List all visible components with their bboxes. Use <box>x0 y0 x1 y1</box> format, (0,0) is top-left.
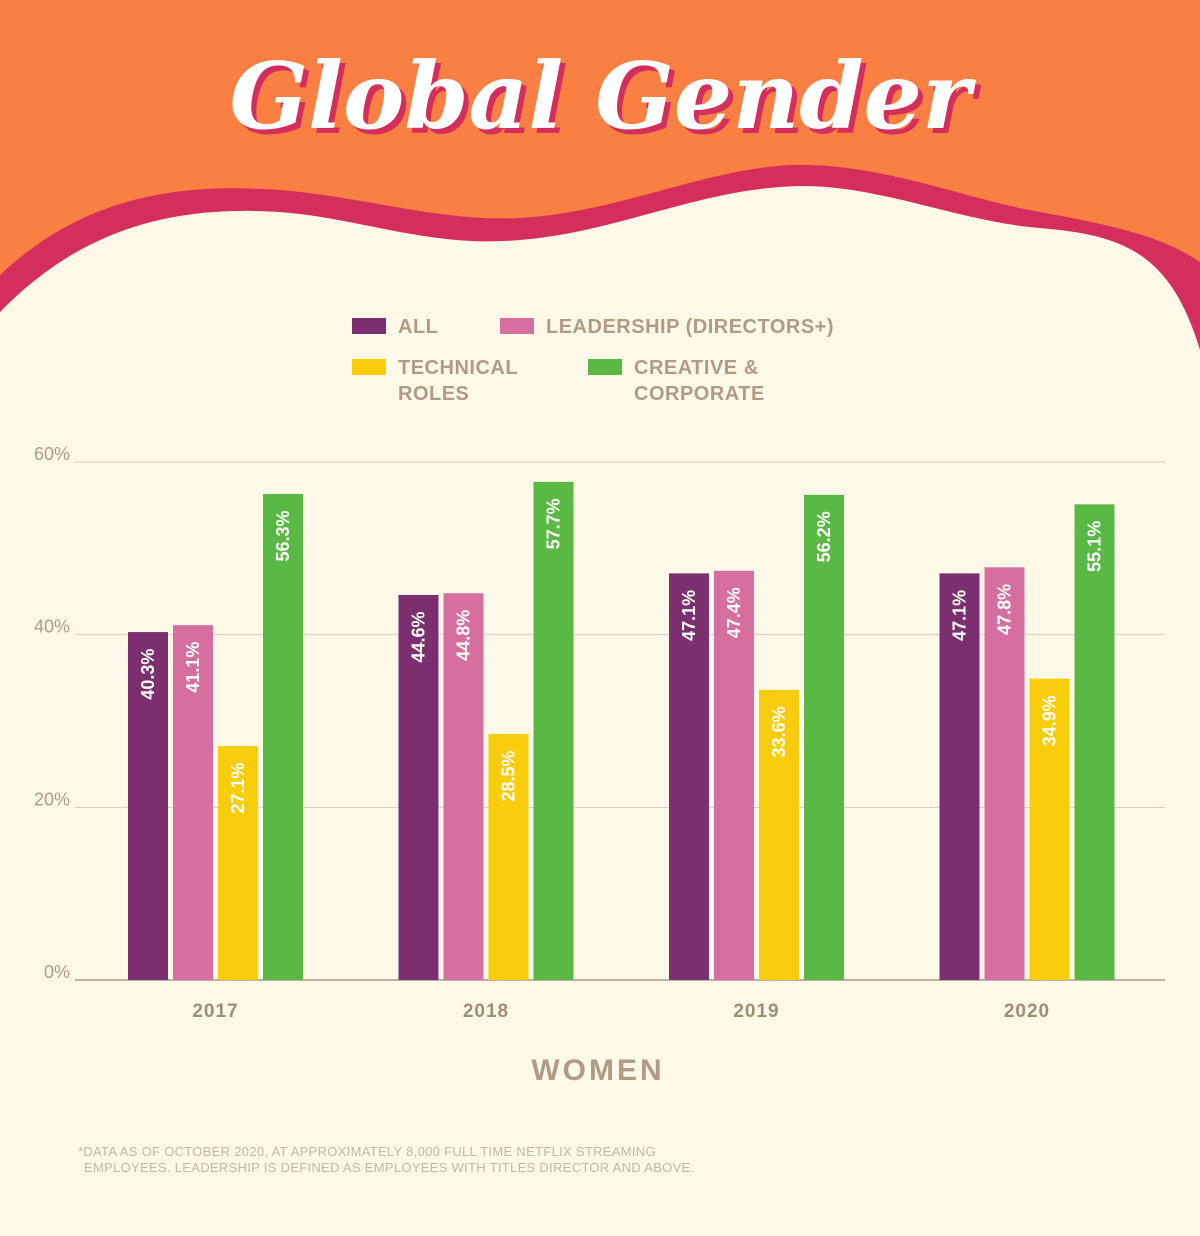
bar-label-2020-2: 34.9% <box>1040 695 1060 746</box>
legend-swatch-0 <box>352 318 386 334</box>
footnote-line-2: EMPLOYEES. LEADERSHIP IS DEFINED AS EMPL… <box>84 1160 695 1175</box>
bar-label-2020-3: 55.1% <box>1085 521 1105 572</box>
bar-2020-0 <box>939 573 980 980</box>
bar-2019-1 <box>714 570 754 980</box>
bar-label-2018-2: 28.5% <box>499 750 519 801</box>
y-tick-label-3: 60% <box>34 444 70 464</box>
bar-2018-2 <box>488 733 529 980</box>
x-tick-label-2017: 2017 <box>192 1001 238 1022</box>
bar-chart: ALL LEADERSHIP (DIRECTORS+) TECHNICAL ROLES… <box>34 316 1165 1087</box>
bar-2020-1 <box>984 567 1025 980</box>
legend-label-0-0: ALL <box>398 316 438 338</box>
chart-legend: ALL LEADERSHIP (DIRECTORS+) TECHNICAL ROLES… <box>352 316 834 405</box>
bar-label-2017-2: 27.1% <box>228 763 248 814</box>
x-axis-title: WOMEN <box>531 1054 664 1087</box>
bar-2017-3 <box>263 493 303 980</box>
legend-label-2-0: TECHNICAL <box>398 357 518 379</box>
legend-label-1-0: LEADERSHIP (DIRECTORS+) <box>546 316 834 338</box>
bar-2018-1 <box>443 593 484 980</box>
bar-label-2019-1: 47.4% <box>724 587 744 638</box>
bar-2017-1 <box>173 625 213 980</box>
y-tick-label-0: 0% <box>44 962 70 982</box>
bar-2019-2 <box>759 689 799 980</box>
footnote: *DATA AS OF OCTOBER 2020, AT APPROXIMATE… <box>78 1144 838 1176</box>
bar-2019-3 <box>804 494 844 980</box>
page-title: Global Gender <box>229 42 977 150</box>
bar-label-2017-0: 40.3% <box>138 649 158 700</box>
bar-label-2020-0: 47.1% <box>950 590 970 641</box>
y-tick-label-1: 20% <box>34 789 70 809</box>
bar-label-2018-3: 57.7% <box>544 498 564 549</box>
bar-2017-0 <box>128 632 168 980</box>
legend-label-3-1: CORPORATE <box>634 383 765 405</box>
bar-2018-3 <box>533 481 574 980</box>
bar-label-2019-0: 47.1% <box>679 590 699 641</box>
legend-label-3-0: CREATIVE & <box>634 357 759 379</box>
x-tick-label-2020: 2020 <box>1004 1001 1050 1022</box>
bar-label-2020-1: 47.8% <box>995 584 1015 635</box>
legend-label-2-1: ROLES <box>398 383 469 405</box>
bar-series: 40.3% 41.1% 27.1% 56.3% 44.6% 44.8% 28.5% 57.7%… <box>128 481 1115 980</box>
legend-swatch-2 <box>352 359 386 375</box>
y-tick-label-2: 40% <box>34 617 70 637</box>
bar-label-2018-1: 44.8% <box>454 610 474 661</box>
x-tick-label-2018: 2018 <box>463 1001 509 1022</box>
bar-2017-2 <box>218 746 258 980</box>
bar-label-2019-3: 56.2% <box>814 511 834 562</box>
x-tick-label-2019: 2019 <box>733 1001 779 1022</box>
header-banner: Global Gender Global Gender <box>0 0 1200 360</box>
footnote-line-1: *DATA AS OF OCTOBER 2020, AT APPROXIMATE… <box>78 1144 656 1159</box>
bar-2018-0 <box>398 594 439 980</box>
bar-label-2018-0: 44.6% <box>409 611 429 662</box>
bar-label-2019-2: 33.6% <box>769 706 789 757</box>
bar-2020-2 <box>1029 678 1070 980</box>
bar-label-2017-3: 56.3% <box>273 510 293 561</box>
legend-swatch-1 <box>500 318 534 334</box>
page-title-shadow: Global Gender <box>234 47 982 155</box>
orange-header <box>0 0 1200 275</box>
legend-swatch-3 <box>588 359 622 375</box>
bar-2019-0 <box>669 573 709 980</box>
x-axis: 2017 2018 2019 2020 <box>192 1001 1050 1022</box>
bar-2020-3 <box>1074 504 1115 980</box>
bar-label-2017-1: 41.1% <box>183 642 203 693</box>
